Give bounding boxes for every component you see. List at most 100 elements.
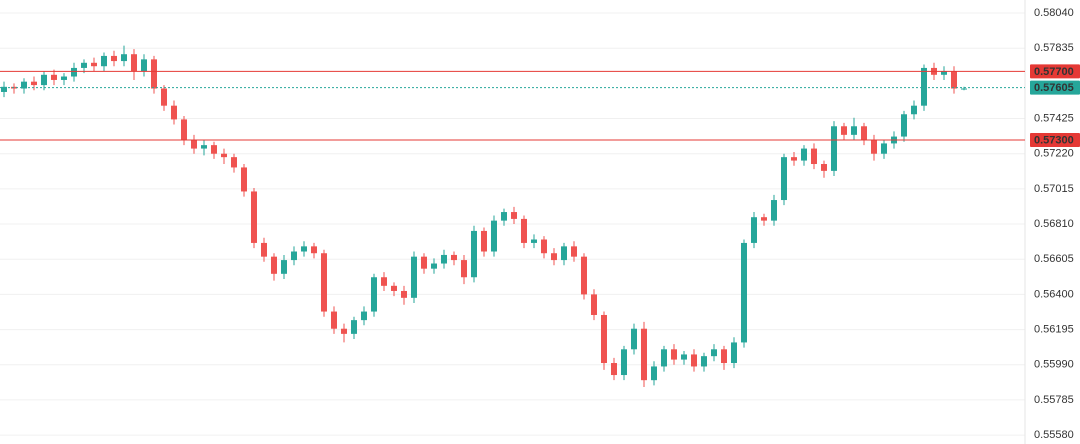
candle-body bbox=[881, 143, 887, 154]
candle-body bbox=[581, 256, 587, 295]
candle-body bbox=[591, 294, 597, 315]
y-tick-label: 0.56195 bbox=[1034, 323, 1074, 335]
candle-body bbox=[101, 55, 107, 67]
candle-body bbox=[621, 349, 627, 376]
candle-body bbox=[601, 314, 607, 364]
candle-body bbox=[841, 126, 847, 135]
candle-body bbox=[741, 242, 747, 343]
candle-body bbox=[761, 217, 767, 221]
candle-body bbox=[781, 157, 787, 201]
candle-body bbox=[181, 119, 187, 140]
y-tick-label: 0.57835 bbox=[1034, 42, 1074, 54]
price-level-tag bbox=[1030, 132, 1080, 147]
candle-body bbox=[111, 55, 117, 62]
candle-body bbox=[531, 239, 537, 243]
candle-body bbox=[471, 230, 477, 278]
candle-body bbox=[481, 230, 487, 252]
price-level-label: 0.57605 bbox=[1034, 82, 1074, 94]
candle-body bbox=[361, 311, 367, 321]
price-level-tag bbox=[1030, 64, 1080, 79]
candle-body bbox=[241, 167, 247, 192]
price-level-tag bbox=[1030, 80, 1080, 95]
candle-body bbox=[321, 253, 327, 312]
candle-body bbox=[461, 260, 467, 278]
candle-body bbox=[91, 62, 97, 67]
candle-body bbox=[261, 242, 267, 257]
y-tick-label: 0.56605 bbox=[1034, 253, 1074, 265]
candle-body bbox=[941, 71, 947, 75]
candle-body bbox=[861, 126, 867, 140]
candle-body bbox=[451, 254, 457, 261]
candle-body bbox=[201, 145, 207, 149]
y-tick-label: 0.56400 bbox=[1034, 288, 1074, 300]
candle-body bbox=[701, 356, 707, 367]
candle-body bbox=[341, 328, 347, 334]
candle-body bbox=[391, 285, 397, 291]
candle-body bbox=[731, 342, 737, 364]
candle-body bbox=[351, 320, 357, 334]
candle-body bbox=[291, 251, 297, 261]
candle-body bbox=[371, 277, 377, 312]
candle-body bbox=[951, 71, 957, 89]
candle-body bbox=[671, 349, 677, 360]
candle-body bbox=[251, 191, 257, 243]
candle-body bbox=[911, 105, 917, 115]
candle-body bbox=[41, 74, 47, 86]
candle-body bbox=[1, 86, 7, 92]
candle-body bbox=[271, 256, 277, 274]
candle-body bbox=[191, 139, 197, 149]
candle-body bbox=[381, 277, 387, 286]
candle-body bbox=[331, 311, 337, 329]
candle-body bbox=[661, 349, 667, 367]
candle-body bbox=[791, 157, 797, 161]
candle-body bbox=[441, 254, 447, 264]
candle-body bbox=[771, 200, 777, 221]
y-tick-label: 0.56810 bbox=[1034, 218, 1074, 230]
candle-body bbox=[631, 328, 637, 350]
candle-body bbox=[751, 217, 757, 243]
price-level-label: 0.57300 bbox=[1034, 134, 1074, 146]
candle-body bbox=[901, 114, 907, 137]
candle-body bbox=[61, 76, 67, 80]
candle-body bbox=[401, 290, 407, 298]
candle-body bbox=[431, 263, 437, 269]
y-tick-label: 0.55580 bbox=[1034, 429, 1074, 441]
candle-body bbox=[721, 349, 727, 364]
candle-body bbox=[51, 74, 57, 80]
candle-body bbox=[421, 256, 427, 269]
candle-body bbox=[961, 88, 967, 90]
candle-body bbox=[491, 220, 497, 252]
y-tick-label: 0.55990 bbox=[1034, 359, 1074, 371]
y-tick-label: 0.57425 bbox=[1034, 112, 1074, 124]
y-tick-label: 0.55785 bbox=[1034, 394, 1074, 406]
candle-body bbox=[211, 145, 217, 154]
candle-body bbox=[571, 246, 577, 257]
candle-body bbox=[301, 246, 307, 252]
candle-body bbox=[141, 59, 147, 72]
candle-body bbox=[921, 67, 927, 106]
price-level-label: 0.57700 bbox=[1034, 66, 1074, 78]
candle-body bbox=[871, 139, 877, 154]
candle-body bbox=[31, 81, 37, 86]
candle-body bbox=[311, 246, 317, 254]
candle-body bbox=[801, 148, 807, 161]
candle-body bbox=[411, 256, 417, 298]
candle-body bbox=[151, 59, 157, 89]
candle-body bbox=[821, 164, 827, 171]
candle-body bbox=[691, 354, 697, 367]
candle-body bbox=[231, 157, 237, 168]
candle-body bbox=[501, 212, 507, 221]
candle-body bbox=[611, 363, 617, 376]
candle-body bbox=[541, 239, 547, 254]
candle-body bbox=[681, 354, 687, 360]
candle-body bbox=[551, 253, 557, 261]
candle-body bbox=[121, 54, 127, 62]
y-tick-label: 0.57220 bbox=[1034, 148, 1074, 160]
candle-body bbox=[651, 366, 657, 381]
candle-body bbox=[221, 153, 227, 158]
candle-body bbox=[811, 148, 817, 165]
candle-body bbox=[641, 328, 647, 381]
candle-body bbox=[281, 260, 287, 274]
candle-body bbox=[21, 81, 27, 89]
